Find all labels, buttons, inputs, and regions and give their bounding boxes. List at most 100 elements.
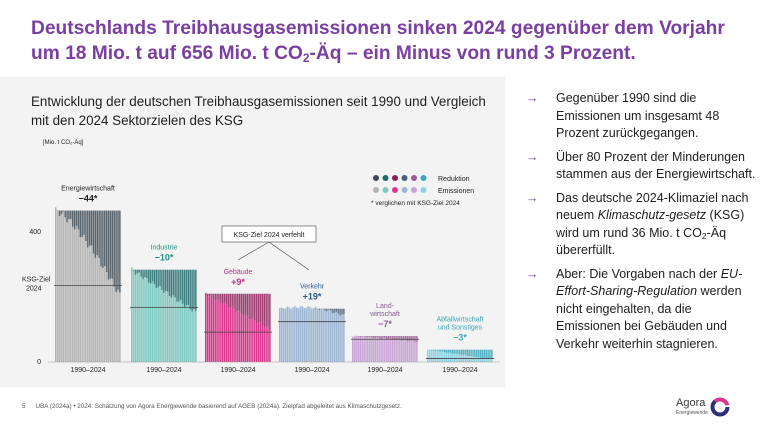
emission-bar (312, 308, 315, 362)
reduction-bar (443, 349, 446, 353)
sector-change-label: −7* (378, 319, 392, 329)
emission-bar (269, 330, 271, 362)
key-findings: → Gegenüber 1990 sind die Emissionen um … (526, 90, 756, 359)
emission-bar (282, 309, 285, 362)
sector-name-label: Abfallwirtschaft (436, 317, 483, 324)
reduction-bar (380, 336, 382, 340)
emission-bar (102, 268, 104, 362)
emission-bar (428, 349, 431, 362)
emission-bar (389, 338, 392, 362)
reduction-bar (267, 293, 269, 327)
emission-bar (474, 357, 476, 362)
reduction-bar (453, 349, 455, 354)
emission-bar (395, 339, 397, 362)
reduction-bar (142, 269, 144, 280)
emission-bar (309, 306, 311, 362)
reduction-bar (189, 269, 191, 310)
reduction-bar (134, 269, 137, 275)
emission-bar (195, 310, 197, 362)
emission-bar (491, 359, 493, 362)
reduction-bar (449, 349, 452, 353)
emission-bar (168, 296, 171, 362)
emission-bar (73, 229, 76, 362)
reduction-bar (455, 349, 457, 354)
reduction-bar (233, 293, 235, 310)
page-number: 5 (22, 403, 26, 410)
sector-name-label: Gebäude (224, 269, 253, 276)
emission-bar (365, 337, 367, 362)
emission-bar (88, 245, 91, 362)
emission-bar (254, 320, 256, 362)
reduction-bar (395, 336, 397, 340)
reduction-bar (70, 210, 72, 220)
sector-name-label: und Sonstiges (438, 325, 483, 332)
emission-bar (372, 338, 375, 362)
reduction-bar (166, 269, 169, 292)
emission-bar (147, 282, 150, 362)
emission-bar (115, 292, 117, 362)
reduction-bar (489, 349, 491, 360)
reduction-bar (153, 269, 156, 284)
emission-bar (447, 352, 450, 362)
reduction-bar (161, 269, 163, 291)
emission-bar (151, 281, 154, 362)
emission-bar (216, 299, 218, 362)
emission-bar (337, 313, 339, 362)
emission-bar (90, 245, 93, 362)
reduction-bar (163, 269, 165, 294)
sector-change-label: +19* (303, 292, 322, 302)
emission-bar (237, 311, 239, 362)
emission-bar (455, 353, 457, 362)
reduction-bar (180, 269, 182, 300)
emission-bar (85, 241, 87, 362)
reduction-bar (269, 293, 271, 331)
reduction-bar (479, 349, 482, 358)
emission-bar (98, 258, 100, 362)
emission-bar (479, 357, 482, 362)
reduction-bar (474, 349, 476, 358)
reduction-bar (144, 269, 146, 278)
reduction-bar (138, 269, 141, 273)
emission-bar (280, 307, 283, 362)
emission-bar (191, 311, 193, 362)
source-footnote: 5 UBA (2024a) • 2024: Schätzung von Agora… (22, 403, 402, 410)
emission-bar (212, 297, 215, 362)
emission-bar (185, 305, 188, 362)
emission-bar (105, 272, 108, 362)
bullet-text: Das deutsche 2024-Klimaziel nach neuem K… (556, 190, 749, 258)
reduction-bar (476, 349, 478, 357)
reduction-bar (365, 336, 367, 338)
reduction-bar (172, 269, 174, 296)
reduction-bar (155, 269, 158, 289)
reduction-bar (343, 308, 345, 315)
reduction-bar (335, 308, 338, 312)
reduction-bar (136, 269, 139, 274)
reduction-bar (159, 269, 161, 287)
emission-bar (60, 214, 63, 362)
emission-bar (295, 307, 298, 362)
x-tick-label: 1990–2024 (220, 367, 255, 374)
arrow-icon: → (526, 266, 539, 281)
reduction-bar (94, 210, 97, 258)
reduction-bar (117, 210, 119, 290)
callout-connector (268, 241, 310, 271)
emission-bar (70, 219, 72, 362)
legend-reduction-dot (373, 175, 379, 181)
bullet-item: → Aber: Die Vorgaben nach der EU-Effort-… (526, 266, 756, 354)
reduction-bar (404, 336, 407, 340)
emissions-sector-chart: [Mio. t CO₂-Äq] 0 400 KSG-Ziel 2024 Energiewi… (22, 139, 500, 374)
emission-bar (301, 305, 304, 362)
reduction-bar (318, 308, 321, 310)
reduction-bar (252, 293, 254, 319)
emission-bar (142, 279, 144, 362)
emission-bar (193, 309, 195, 362)
emission-bar (267, 326, 269, 362)
chart-subtitle: Entwicklung der deutschen Treibhausgasem… (31, 94, 486, 128)
emission-bar (170, 297, 173, 362)
reduction-bar (472, 349, 474, 357)
emission-bar (221, 304, 224, 362)
emission-bar (363, 336, 365, 362)
legend-emission-dot (401, 187, 408, 193)
reduction-bar (331, 308, 334, 314)
reduction-bar (391, 336, 394, 340)
